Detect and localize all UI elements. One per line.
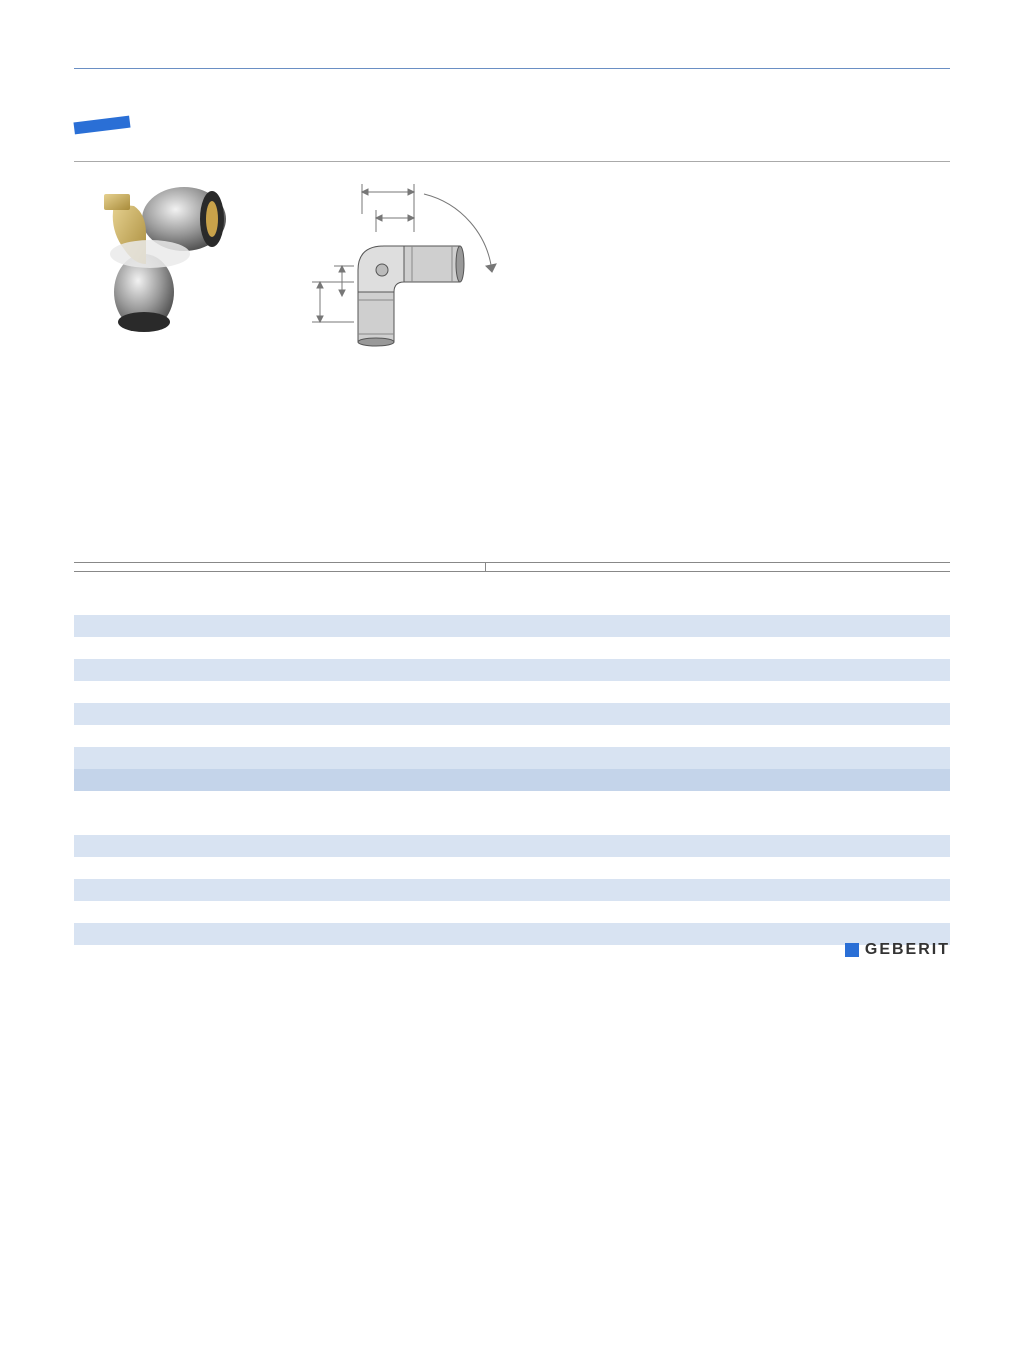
- kv-right: [486, 563, 950, 572]
- table-row: [74, 725, 950, 747]
- footer-brand: GEBERIT: [845, 941, 950, 959]
- table-row: [74, 835, 950, 857]
- table-row: [74, 659, 950, 681]
- table-row: [74, 681, 950, 703]
- kv-left: [74, 563, 486, 572]
- data-table: [74, 615, 950, 967]
- table-row: [74, 813, 950, 835]
- table-row: [74, 901, 950, 923]
- kv-table: [74, 562, 950, 572]
- table-row: [74, 923, 950, 945]
- table-row: [74, 703, 950, 725]
- table-row: [74, 637, 950, 659]
- table-row: [74, 945, 950, 967]
- section-label: [74, 594, 950, 609]
- table-row: [74, 879, 950, 901]
- dimension-diagram: [294, 174, 514, 354]
- brand-square-icon: [845, 943, 859, 957]
- top-rule: [74, 68, 950, 69]
- product-photo: [74, 174, 234, 334]
- table-row: [74, 615, 950, 637]
- table-row: [74, 791, 950, 813]
- table-row: [74, 769, 950, 791]
- brand-text: GEBERIT: [865, 941, 950, 959]
- body-text: [74, 374, 950, 544]
- accent-bar: [73, 116, 130, 135]
- image-row: [74, 161, 950, 354]
- table-row: [74, 857, 950, 879]
- table-row: [74, 747, 950, 769]
